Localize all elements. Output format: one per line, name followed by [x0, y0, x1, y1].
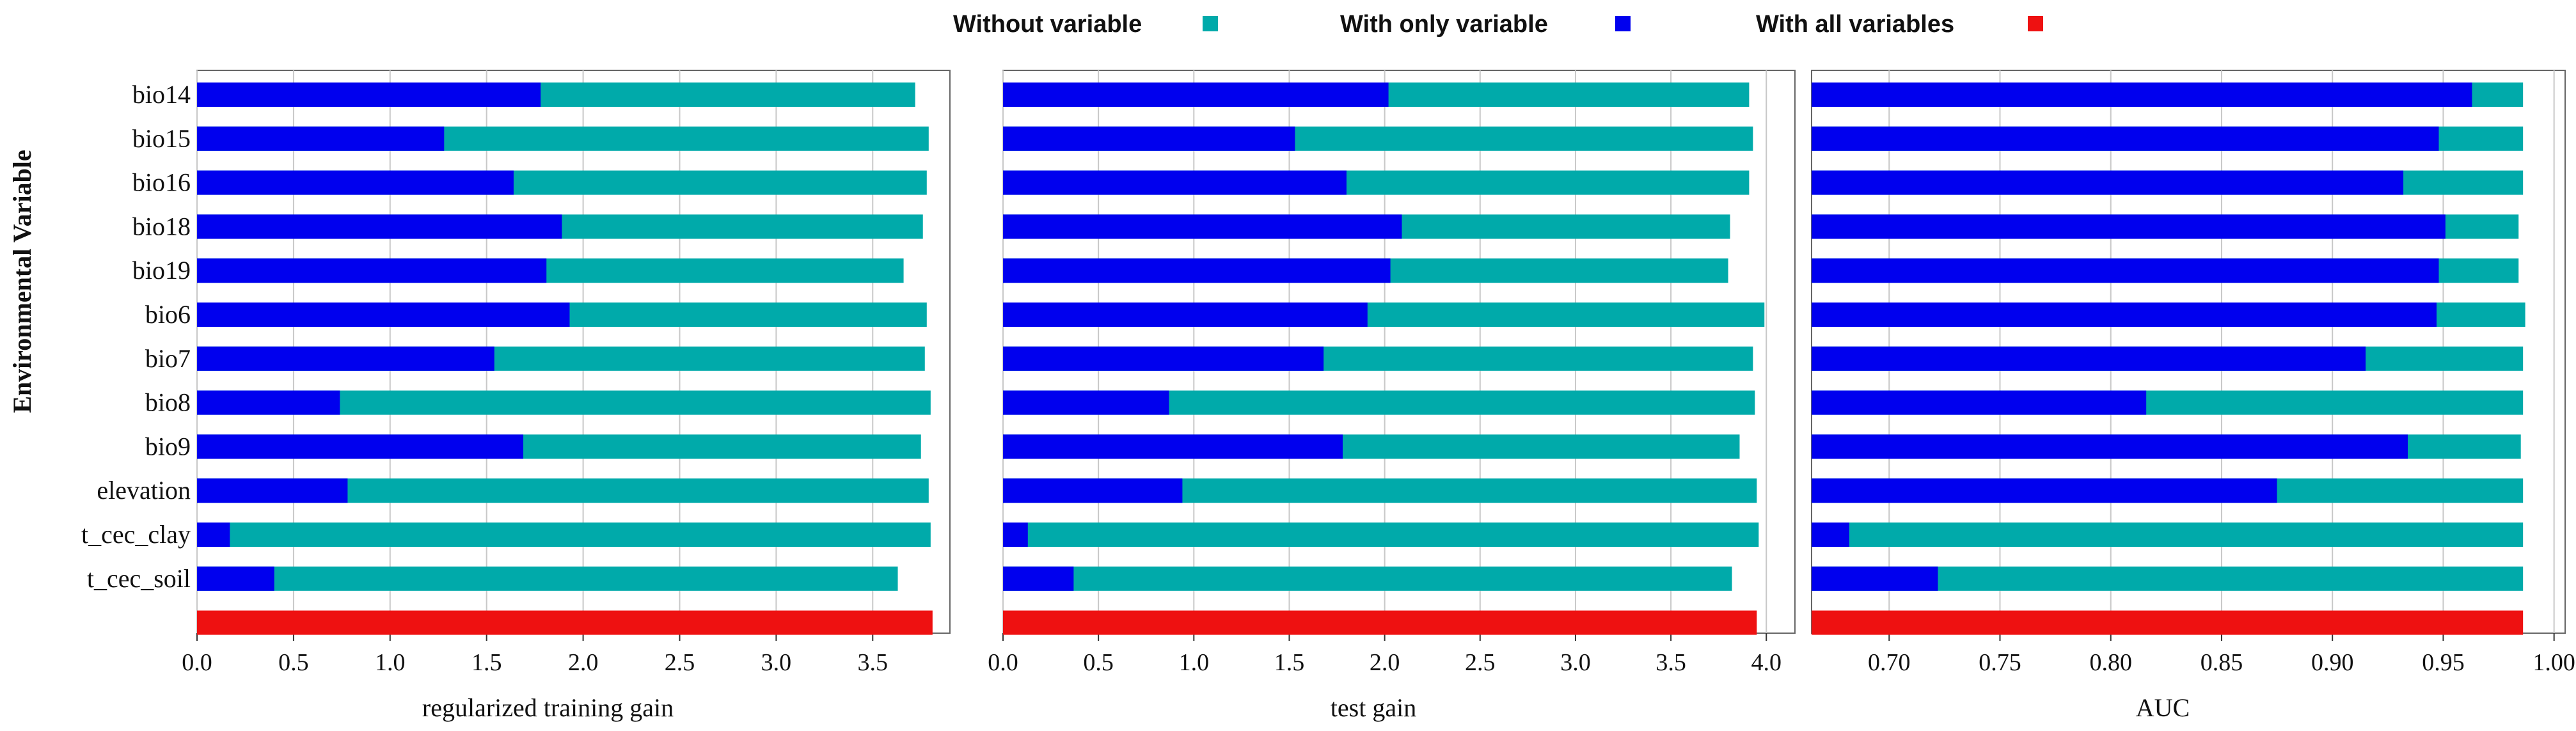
bar-with-only-variable: [197, 434, 524, 459]
x-tick-label: 0.70: [1868, 649, 1911, 676]
bar-with-only-variable: [1812, 126, 2439, 151]
bar-with-all-variables: [1003, 610, 1757, 635]
legend-swatch-without: [1203, 16, 1218, 31]
bar-with-only-variable: [197, 390, 340, 415]
chart-panel-3: 0.70 0.75 0.80 0.85 0.90 0.95 1.00 AUC: [1811, 70, 2575, 722]
legend-label-without: Without variable: [953, 11, 1142, 38]
bar-with-only-variable: [197, 170, 514, 195]
category-label: bio15: [132, 124, 191, 153]
x-tick-label: 0.85: [2201, 649, 2243, 676]
x-tick-label: 1.5: [471, 649, 502, 676]
x-tick-label: 1.0: [1179, 649, 1210, 676]
bar-with-only-variable: [1812, 170, 2404, 195]
bar-with-only-variable: [197, 258, 547, 283]
bar-with-only-variable: [1812, 566, 1938, 591]
x-tick-label: 1.00: [2533, 649, 2575, 676]
x-tick-label: 3.5: [858, 649, 889, 676]
bar-without-variable: [197, 566, 898, 591]
x-tick-label: 2.0: [568, 649, 599, 676]
category-label: bio9: [145, 432, 191, 460]
x-axis-label: AUC: [2136, 693, 2190, 722]
x-tick-label: 0.95: [2422, 649, 2465, 676]
bar-with-only-variable: [1812, 478, 2277, 503]
bar-with-all-variables: [1812, 610, 2524, 635]
category-label: t_cec_soil: [87, 564, 191, 593]
chart-panel-1: 0.0 0.5 1.0 1.5 2.0 2.5 3.0 3.5 bio14 bio15 bio16 b…: [81, 70, 951, 722]
category-label: bio18: [132, 212, 191, 240]
x-tick-label: 0.90: [2311, 649, 2354, 676]
x-tick-label: 0.75: [1979, 649, 2021, 676]
bar-with-only-variable: [1812, 258, 2439, 283]
bar-with-only-variable: [1812, 434, 2408, 459]
legend-swatch-with-only: [1615, 16, 1631, 31]
bar-with-all-variables: [197, 610, 933, 635]
bar-with-only-variable: [1003, 258, 1391, 283]
category-label: bio8: [145, 388, 191, 417]
bar-with-only-variable: [197, 523, 230, 547]
x-tick-label: 4.0: [1751, 649, 1782, 676]
bar-with-only-variable: [1003, 346, 1324, 371]
bar-with-only-variable: [197, 303, 570, 327]
bar-with-only-variable: [1003, 390, 1169, 415]
bar-with-only-variable: [197, 346, 494, 371]
x-tick-label: 3.0: [1560, 649, 1591, 676]
category-label: bio14: [132, 80, 191, 109]
bar-with-only-variable: [1003, 566, 1074, 591]
legend: Without variable With only variable With…: [953, 11, 2043, 38]
bar-with-only-variable: [1003, 126, 1295, 151]
x-axis-label: test gain: [1331, 693, 1416, 722]
bar-without-variable: [197, 523, 931, 547]
bar-with-only-variable: [1003, 83, 1389, 107]
x-tick-label: 0.0: [988, 649, 1018, 676]
x-tick-label: 0.5: [278, 649, 309, 676]
category-label: bio19: [132, 256, 191, 285]
bar-with-only-variable: [1812, 83, 2472, 107]
x-tick-label: 2.5: [1465, 649, 1496, 676]
legend-swatch-with-all: [2028, 16, 2043, 31]
bar-with-only-variable: [1003, 478, 1183, 503]
x-tick-label: 2.5: [665, 649, 695, 676]
bar-with-only-variable: [1812, 303, 2437, 327]
bar-with-only-variable: [197, 566, 274, 591]
bar-with-only-variable: [1003, 523, 1028, 547]
bar-with-only-variable: [1812, 390, 2147, 415]
x-tick-label: 0.80: [2089, 649, 2132, 676]
bar-with-only-variable: [197, 126, 445, 151]
x-tick-label: 3.0: [761, 649, 792, 676]
category-label: bio16: [132, 168, 191, 197]
bar-with-only-variable: [197, 83, 541, 107]
bar-with-only-variable: [1812, 523, 1849, 547]
bar-with-only-variable: [197, 478, 348, 503]
category-label: elevation: [97, 476, 191, 505]
bar-with-only-variable: [1003, 434, 1343, 459]
category-label: bio6: [145, 300, 191, 329]
bar-without-variable: [1003, 523, 1759, 547]
x-tick-label: 2.0: [1370, 649, 1400, 676]
chart-panel-2: 0.0 0.5 1.0 1.5 2.0 2.5 3.0 3.5 4.0 test gain: [988, 70, 1796, 722]
bar-with-only-variable: [1003, 170, 1347, 195]
bar-without-variable: [1003, 566, 1732, 591]
x-axis-label: regularized training gain: [422, 693, 674, 722]
x-tick-label: 1.5: [1274, 649, 1305, 676]
x-tick-label: 0.0: [182, 649, 212, 676]
x-tick-label: 3.5: [1655, 649, 1686, 676]
bar-without-variable: [1812, 523, 2524, 547]
bar-with-only-variable: [1003, 303, 1368, 327]
legend-label-with-all: With all variables: [1756, 11, 1954, 38]
bar-with-only-variable: [197, 214, 562, 239]
category-label: t_cec_clay: [81, 520, 191, 549]
y-axis-title: Environmental Variable: [8, 150, 36, 413]
x-tick-label: 1.0: [375, 649, 406, 676]
bar-with-only-variable: [1003, 214, 1402, 239]
legend-label-with-only: With only variable: [1340, 11, 1548, 38]
bar-with-only-variable: [1812, 346, 2366, 371]
x-tick-label: 0.5: [1083, 649, 1114, 676]
bar-with-only-variable: [1812, 214, 2446, 239]
category-label: bio7: [145, 344, 191, 373]
